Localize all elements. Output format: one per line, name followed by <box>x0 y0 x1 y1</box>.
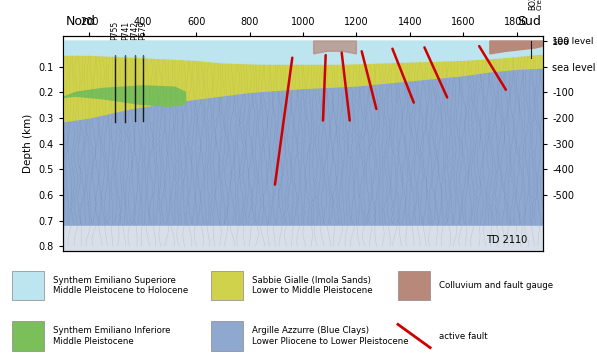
Polygon shape <box>63 68 543 226</box>
Text: Sud: Sud <box>517 15 541 28</box>
Text: Sabbie Gialle (Imola Sands)
Lower to Middle Pleistocene: Sabbie Gialle (Imola Sands) Lower to Mid… <box>252 276 373 295</box>
Text: Nord: Nord <box>65 15 96 28</box>
Text: Crespellano-1: Crespellano-1 <box>536 0 542 10</box>
Text: sea level: sea level <box>553 37 593 46</box>
Bar <box>211 322 243 350</box>
Text: Synthem Emiliano Inferiore
Middle Pleistocene: Synthem Emiliano Inferiore Middle Pleist… <box>53 326 170 346</box>
Bar <box>12 271 44 300</box>
Text: Colluvium and fault gauge: Colluvium and fault gauge <box>439 281 553 290</box>
Y-axis label: Depth (km): Depth (km) <box>23 114 33 173</box>
Bar <box>12 322 44 350</box>
Polygon shape <box>63 54 543 122</box>
Bar <box>211 271 243 300</box>
Text: P755: P755 <box>110 20 119 40</box>
Text: TD 2110: TD 2110 <box>486 235 527 245</box>
Text: Synthem Emiliano Superiore
Middle Pleistocene to Holocene: Synthem Emiliano Superiore Middle Pleist… <box>53 276 188 295</box>
Text: P741: P741 <box>121 20 130 40</box>
Text: Argille Azzurre (Blue Clays)
Lower Pliocene to Lower Pleistocene: Argille Azzurre (Blue Clays) Lower Plioc… <box>252 326 408 346</box>
Polygon shape <box>63 86 186 106</box>
Bar <box>398 271 430 300</box>
Text: BO220S1: BO220S1 <box>528 0 538 10</box>
Text: active fault: active fault <box>439 331 488 341</box>
Text: CDP: CDP <box>67 47 85 56</box>
Text: P679: P679 <box>139 20 147 40</box>
Polygon shape <box>63 41 543 64</box>
Text: P742: P742 <box>130 20 139 40</box>
Polygon shape <box>490 41 543 54</box>
Polygon shape <box>63 226 543 251</box>
Polygon shape <box>313 41 356 54</box>
